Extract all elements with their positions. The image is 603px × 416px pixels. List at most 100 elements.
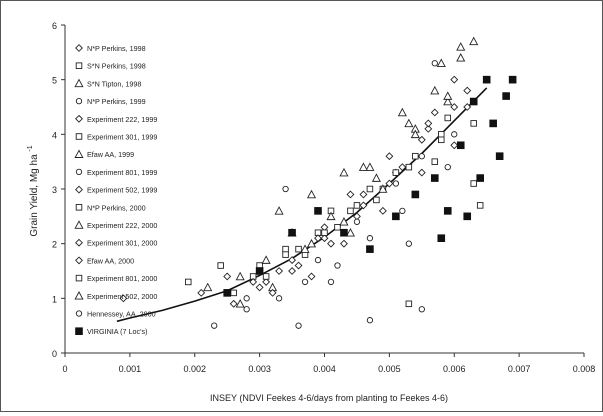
legend-marker [75, 97, 83, 105]
data-point [347, 207, 354, 215]
data-point [327, 278, 335, 286]
data-point [392, 180, 400, 187]
y-axis-label-superscript: -1 [27, 145, 34, 151]
y-tick-label: 0 [52, 349, 57, 359]
legend-marker [75, 327, 83, 335]
data-point [392, 212, 400, 221]
data-point [410, 129, 420, 139]
data-point [340, 228, 348, 237]
legend-label: Hennessey, AA, 2000 [87, 310, 156, 319]
data-point [444, 163, 451, 171]
data-point [314, 207, 322, 215]
data-point [430, 174, 439, 182]
data-point [443, 96, 453, 106]
data-point [412, 152, 419, 160]
data-point [353, 218, 361, 225]
data-point [378, 184, 388, 193]
legend-marker [75, 204, 83, 211]
data-point [443, 207, 452, 215]
legend-label: N*P Perkins, 1998 [87, 44, 146, 53]
data-point [326, 211, 336, 221]
data-point [476, 174, 484, 182]
legend-label: Efaw AA, 2000 [87, 256, 134, 265]
x-tick-label: 0.008 [573, 364, 596, 374]
x-tick-label: 0.004 [313, 364, 336, 374]
data-point [334, 224, 341, 231]
legend-label: Experiment 502, 1999 [87, 186, 157, 195]
data-point [274, 206, 284, 215]
data-point [456, 42, 466, 51]
legend-marker [75, 310, 83, 317]
legend-marker [74, 220, 84, 229]
data-point [185, 278, 192, 286]
data-point [119, 294, 128, 303]
legend-label: S*N Tipton, 1998 [87, 79, 141, 88]
legend-marker [75, 114, 83, 123]
data-point [306, 238, 317, 248]
data-point [314, 234, 322, 243]
y-axis-label-text: Grain Yield, Mg ha [29, 154, 40, 237]
legend-marker [74, 149, 84, 158]
legend-label: S*N Perkins, 1998 [87, 62, 146, 71]
data-point [470, 180, 477, 187]
data-point [431, 158, 439, 165]
legend-marker [75, 274, 83, 282]
data-point [430, 108, 439, 117]
data-point [211, 322, 218, 329]
data-point [359, 190, 368, 199]
data-point [300, 244, 310, 253]
data-point [223, 272, 232, 281]
data-point [405, 240, 412, 247]
data-point [450, 75, 459, 84]
legend-marker [75, 62, 83, 69]
data-point [418, 306, 425, 313]
data-point [489, 119, 497, 128]
data-point [203, 282, 213, 292]
data-point [495, 152, 504, 160]
data-point [431, 60, 438, 67]
data-point [282, 245, 289, 253]
data-point [262, 273, 270, 280]
data-point [261, 255, 271, 264]
data-point [450, 103, 459, 111]
data-point [249, 277, 258, 286]
data-point [365, 162, 375, 171]
legend-label: N*P Perkins, 2000 [87, 203, 146, 212]
data-point [288, 256, 296, 265]
data-point [443, 91, 453, 100]
data-point [366, 235, 374, 242]
data-point [482, 75, 491, 84]
data-point [294, 261, 303, 270]
data-point [288, 228, 296, 237]
data-point [417, 135, 426, 144]
data-point [255, 283, 264, 292]
data-point [463, 212, 472, 221]
legend: N*P Perkins, 1998 S*N Perkins, 1998 S*N Ti… [74, 44, 157, 336]
data-points [119, 36, 517, 329]
legend-marker [74, 78, 84, 88]
data-point [405, 300, 413, 308]
data-point [243, 295, 250, 302]
legend-marker [75, 133, 83, 140]
data-point [469, 97, 478, 106]
data-point [327, 239, 335, 248]
data-point [476, 202, 484, 209]
data-point [436, 58, 446, 68]
tick-labels: 0 0.001 0.002 0.003 0.004 0.005 0.006 0.007 0.00… [52, 21, 595, 374]
legend-label: Experiment 222, 1999 [87, 115, 157, 124]
data-point [235, 271, 245, 281]
data-point [314, 256, 322, 264]
data-point [339, 217, 349, 226]
y-tick-label: 6 [52, 21, 57, 31]
y-tick-label: 1 [52, 294, 57, 304]
legend-marker [75, 238, 83, 247]
legend-marker [75, 168, 83, 176]
y-tick-label: 5 [52, 76, 57, 86]
legend-label: Efaw AA, 1999 [87, 150, 134, 159]
data-point [359, 201, 368, 210]
data-point [345, 227, 356, 237]
data-point [275, 295, 283, 302]
data-point [275, 267, 284, 275]
y-tick-label: 4 [52, 130, 57, 140]
